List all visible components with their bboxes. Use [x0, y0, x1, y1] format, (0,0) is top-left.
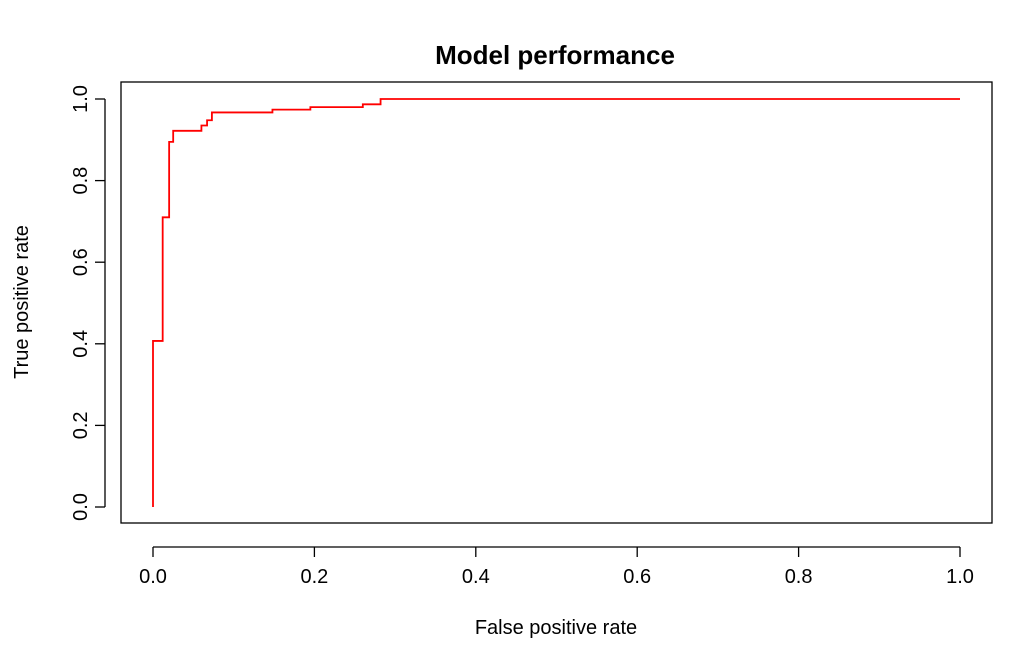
y-axis-label: True positive rate: [11, 225, 33, 379]
x-tick-label: 0.2: [300, 566, 328, 588]
y-tick-label: 0.8: [70, 167, 92, 195]
x-tick-label: 0.4: [462, 566, 490, 588]
y-tick-label: 0.6: [70, 248, 92, 276]
chart-title: Model performance: [435, 40, 675, 70]
x-tick-label: 0.0: [139, 566, 167, 588]
y-tick-label: 0.4: [70, 330, 92, 358]
y-tick-label: 0.0: [70, 493, 92, 521]
y-tick-label: 1.0: [70, 85, 92, 113]
x-tick-label: 0.6: [623, 566, 651, 588]
x-axis-label: False positive rate: [475, 617, 637, 639]
roc-curve-line: [152, 98, 960, 507]
x-tick-label: 1.0: [946, 566, 974, 588]
plot-frame: [120, 81, 993, 524]
y-axis: 0.0 0.2 0.4 0.6 0.8 1.0: [70, 85, 106, 521]
y-tick-label: 0.2: [70, 411, 92, 439]
x-axis: 0.0 0.2 0.4 0.6 0.8 1.0: [139, 546, 974, 588]
x-tick-label: 0.8: [785, 566, 813, 588]
